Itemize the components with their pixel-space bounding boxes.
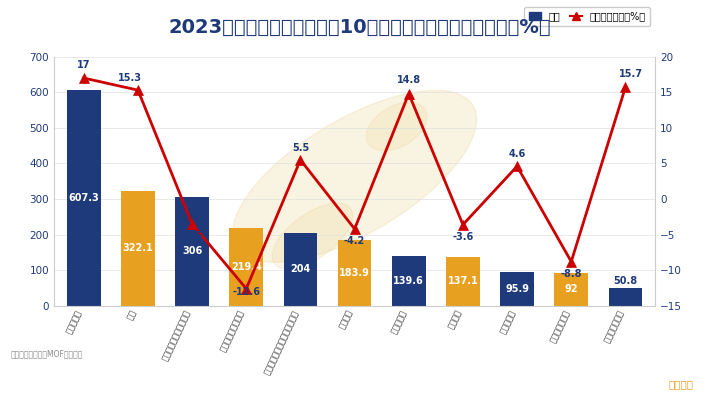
Text: 15.3: 15.3 — [118, 73, 142, 83]
Text: カウント: カウント — [669, 379, 694, 389]
Text: -4.2: -4.2 — [344, 236, 365, 246]
Bar — [284, 233, 318, 306]
Ellipse shape — [366, 102, 427, 151]
Text: 5.5: 5.5 — [292, 143, 309, 153]
Ellipse shape — [233, 90, 477, 262]
Text: 2023年度の製造業売上高（10億米ドル）と前年比成長率（%）: 2023年度の製造業売上高（10億米ドル）と前年比成長率（%） — [168, 18, 552, 37]
Text: 4.6: 4.6 — [508, 149, 526, 159]
Text: 139.6: 139.6 — [393, 276, 424, 286]
Text: -3.6: -3.6 — [452, 232, 474, 242]
Text: 204: 204 — [290, 264, 310, 275]
Text: 219.4: 219.4 — [231, 262, 261, 272]
Text: SDKI（渋谷データ: SDKI（渋谷データ — [595, 379, 657, 389]
Text: 50.8: 50.8 — [613, 275, 637, 286]
Text: 92: 92 — [564, 284, 578, 294]
Text: www.sdki.jp | +81-505-050-9337 | info@sdki.jp: www.sdki.jp | +81-505-050-9337 | info@sd… — [18, 379, 264, 389]
Bar — [176, 197, 209, 306]
Bar — [500, 272, 534, 306]
Text: ）: ） — [696, 379, 702, 389]
Text: 95.9: 95.9 — [505, 284, 529, 294]
Text: 14.8: 14.8 — [397, 75, 420, 85]
Text: 322.1: 322.1 — [122, 243, 153, 254]
Bar — [67, 90, 101, 306]
Bar — [554, 273, 588, 306]
Bar — [121, 191, 155, 306]
Text: -12.6: -12.6 — [233, 287, 260, 297]
Text: ソース：財務省（MOF）、日本: ソース：財務省（MOF）、日本 — [11, 350, 84, 358]
Text: 17: 17 — [77, 60, 91, 70]
Text: -3.5: -3.5 — [181, 231, 203, 241]
Bar — [608, 288, 642, 306]
Text: 15.7: 15.7 — [618, 69, 643, 79]
Bar — [392, 256, 426, 306]
Bar — [446, 257, 480, 306]
Text: 607.3: 607.3 — [68, 193, 99, 203]
Bar — [230, 228, 263, 306]
Text: 183.9: 183.9 — [339, 268, 370, 278]
Text: -8.8: -8.8 — [560, 269, 582, 279]
Ellipse shape — [272, 203, 353, 269]
Legend: 販売, 前年比成長率（%）: 販売, 前年比成長率（%） — [524, 7, 650, 26]
Text: 306: 306 — [182, 246, 202, 256]
Text: 137.1: 137.1 — [448, 276, 478, 286]
Bar — [338, 240, 372, 306]
